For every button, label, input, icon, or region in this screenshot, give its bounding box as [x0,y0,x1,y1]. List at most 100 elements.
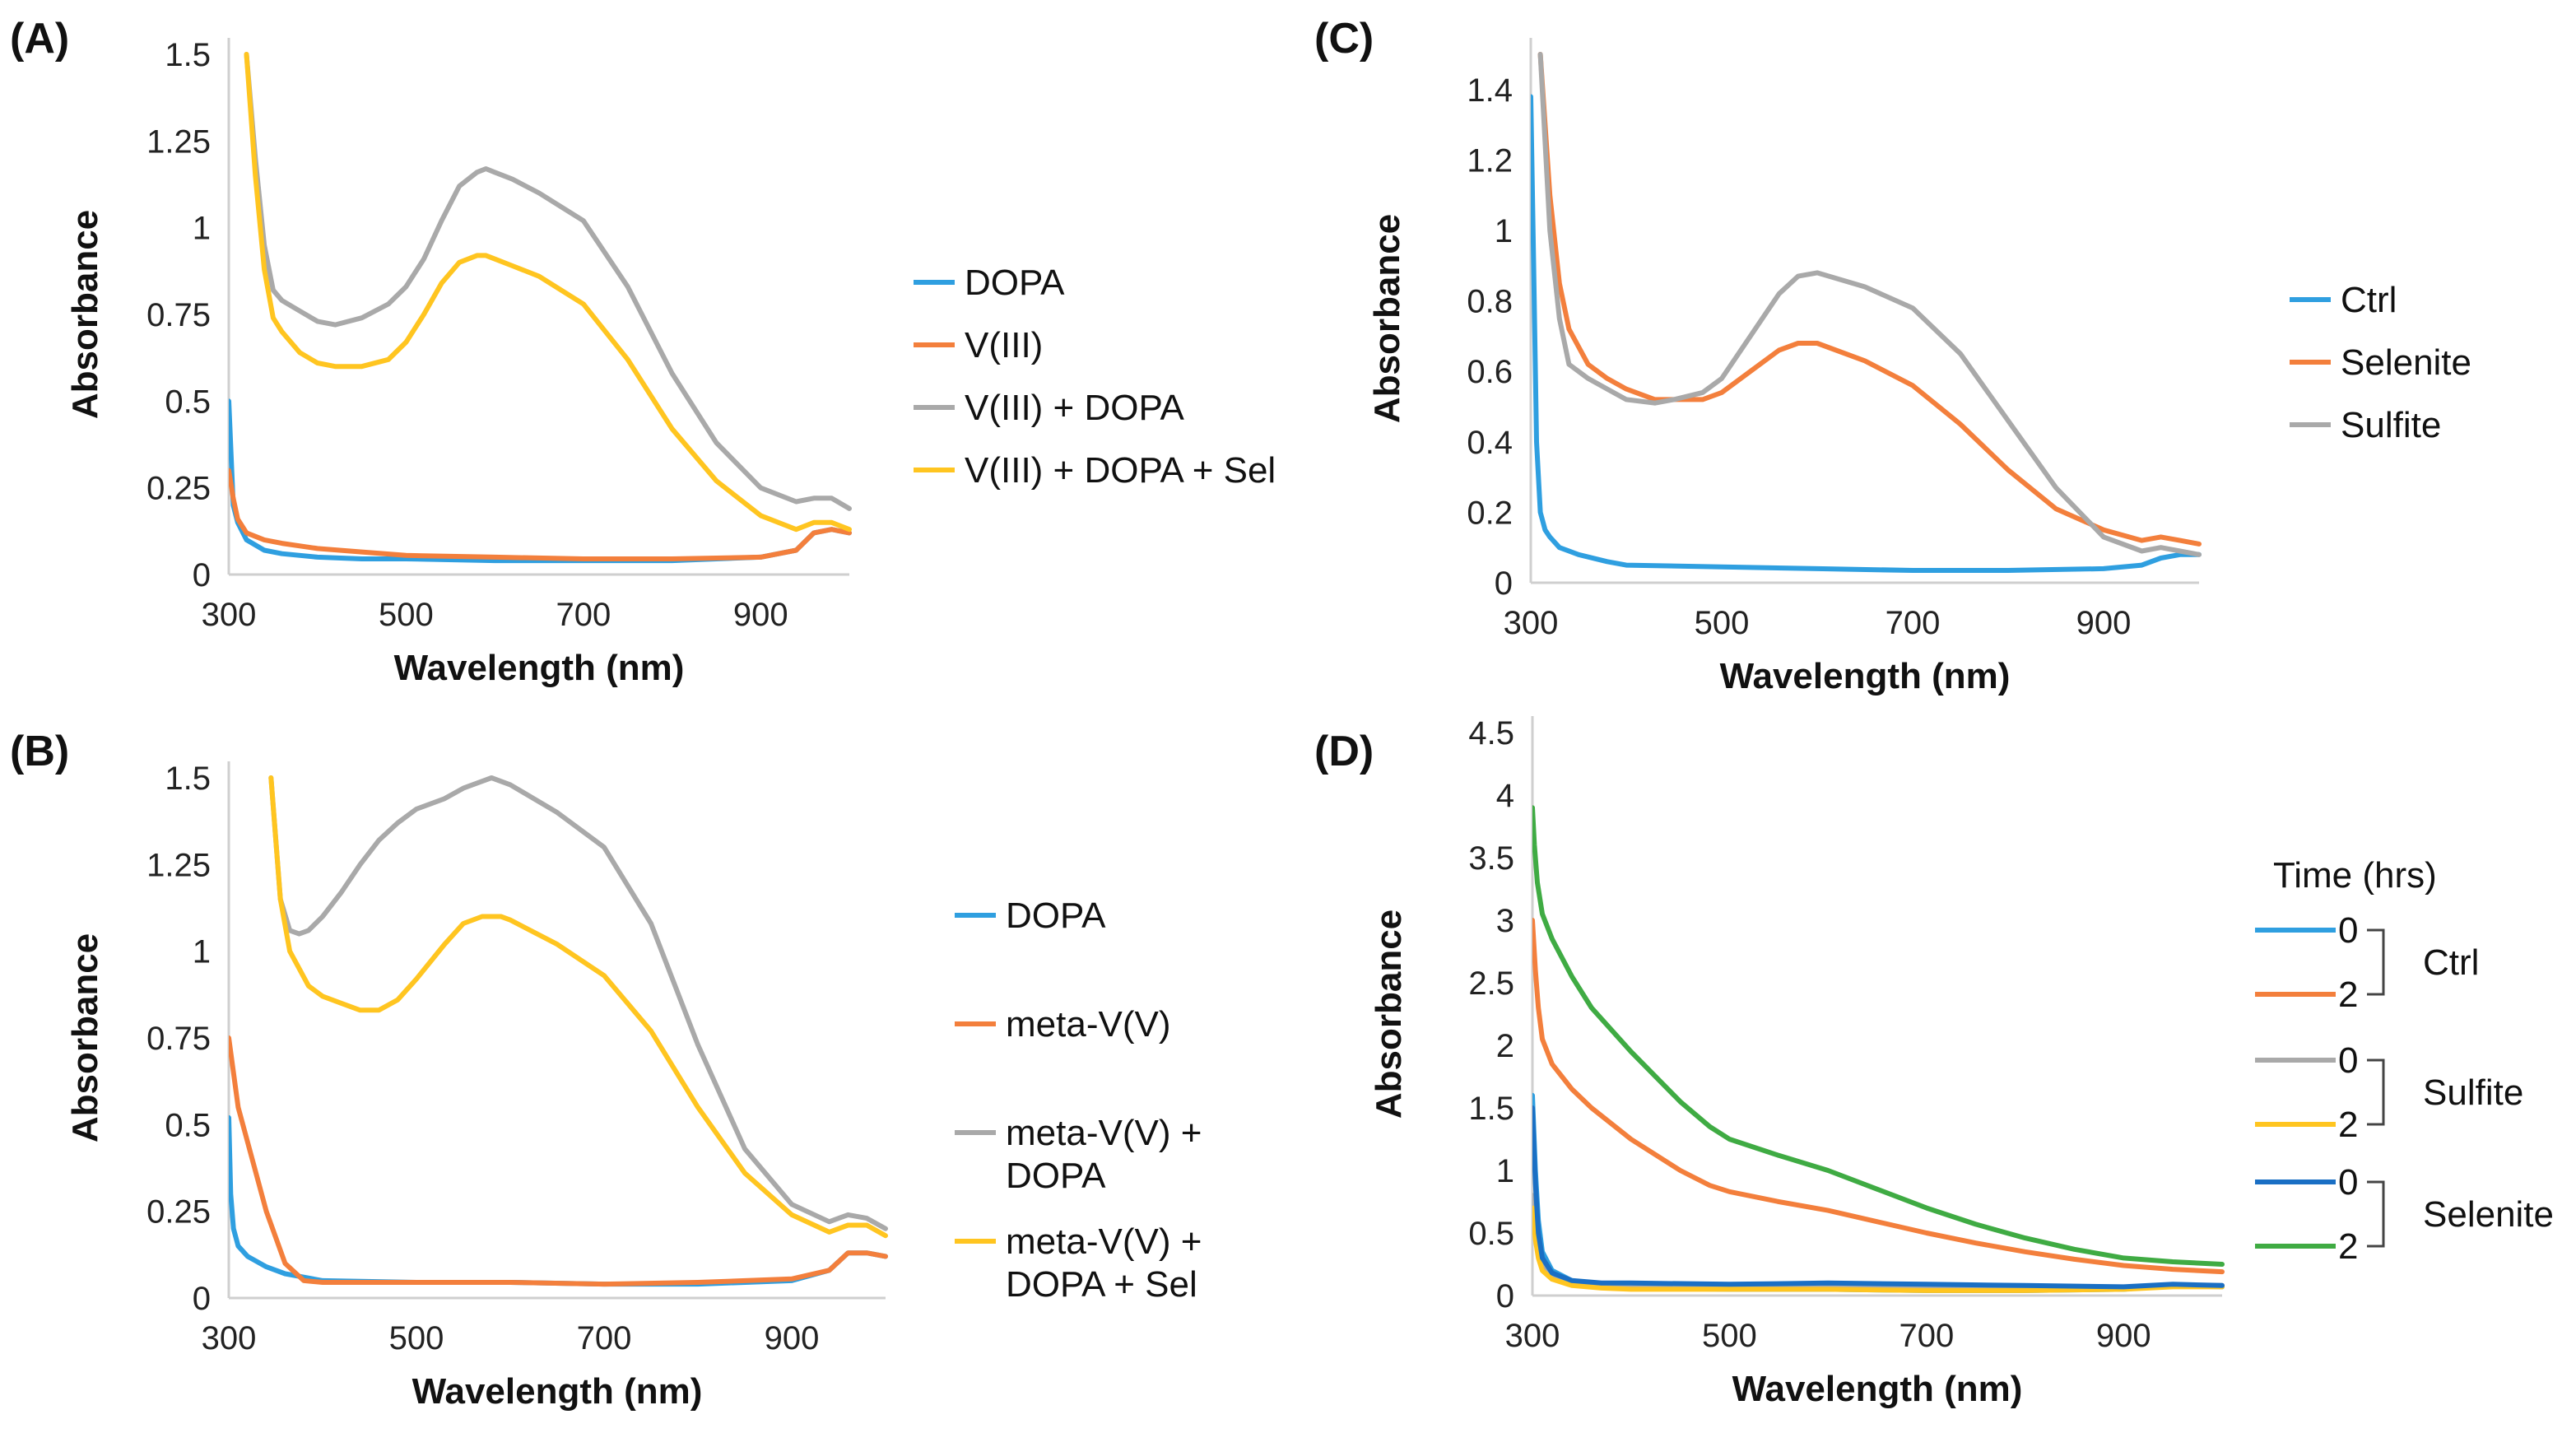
legend-label: Ctrl [2341,280,2397,320]
legend-label: V(III) [965,325,1043,365]
series-line-meta-v-v-dopa-sel [268,775,888,1239]
x-tick-label: 900 [765,1320,820,1356]
x-tick-label: 300 [1505,1318,1560,1354]
legend-title: Time (hrs) [2273,855,2437,896]
panel-label: (C) [1314,15,1374,63]
panel-label: (A) [10,15,69,63]
series-line-selenite-0 [1532,1105,2225,1290]
legend-bracket [2367,1180,2385,1248]
y-tick-label: 1.5 [165,37,211,73]
y-tick-label: 4 [1496,778,1514,814]
y-tick-label: 3 [1496,903,1514,939]
legend-label: 2 [2338,1226,2358,1267]
x-tick-label: 300 [202,597,257,633]
legend-label: V(III) + DOPA [965,388,1185,428]
panel-a: (A) 0 0.25 0.5 0.75 1 1.25 1.5 300 500 700 900 Wavel… [10,15,1276,688]
legend-label: 0 [2338,1162,2358,1203]
series-line-ctrl-0 [1532,1092,2225,1293]
legend-label: meta-V(V) + DOPA [1006,1113,1202,1196]
legend-group-label: Selenite [2423,1194,2554,1235]
panel-c: (C) 0 0.2 0.4 0.6 0.8 1 1.2 1.4 300 500 700 900 Wavel… [1314,15,2471,696]
x-tick-label: 300 [1504,605,1559,641]
legend-label: 2 [2338,975,2358,1015]
legend-label: 0 [2338,910,2358,951]
x-tick-label: 700 [556,597,611,633]
y-axis-title: Absorbance [65,210,105,419]
series-line-selenite-2 [1532,805,2225,1267]
panel-d: (D) 0 0.5 1 1.5 2 2.5 3 3.5 4 4.5 300 500 700 900 Wavel… [1314,715,2554,1409]
y-tick-label: 1 [1496,1153,1514,1189]
y-tick-label: 1.2 [1467,142,1513,179]
legend-group-label: Ctrl [2423,942,2479,983]
y-tick-label: 2 [1496,1028,1514,1064]
x-axis-title: Wavelength (nm) [394,648,685,688]
y-tick-label: 4.5 [1468,715,1514,751]
y-tick-label: 1.5 [1468,1091,1514,1127]
series-line-selenite [1537,52,2202,547]
x-tick-label: 900 [2096,1318,2151,1354]
y-tick-label: 0 [193,557,211,593]
x-axis-title: Wavelength (nm) [412,1371,703,1412]
series-line-v-iii [229,468,852,561]
x-tick-label: 500 [389,1320,444,1356]
x-tick-label: 300 [202,1320,257,1356]
series-line-sulfite [1537,52,2202,557]
legend-bracket [2367,928,2385,996]
x-tick-label: 500 [1702,1318,1757,1354]
series-line-sulfite-2 [1532,1205,2225,1293]
y-tick-label: 1 [193,211,211,247]
x-tick-label: 500 [379,597,434,633]
x-tick-label: 700 [1899,1318,1954,1354]
y-tick-label: 1.25 [146,123,211,160]
x-tick-label: 900 [2076,605,2132,641]
legend-label: V(III) + DOPA + Sel [965,450,1276,491]
y-tick-label: 1.25 [146,847,211,883]
panel-label: (D) [1314,728,1374,775]
series-line-sulfite-0 [1532,1193,2225,1291]
y-tick-label: 0.6 [1467,354,1513,390]
panel-label: (B) [10,728,69,775]
y-tick-label: 1 [193,934,211,970]
y-axis-title: Absorbance [1369,910,1409,1119]
legend-label: 2 [2338,1105,2358,1145]
y-tick-label: 0.25 [146,1194,211,1231]
y-tick-label: 0 [193,1281,211,1317]
legend-label: meta-V(V) [1006,1004,1170,1045]
y-tick-label: 0.5 [165,1107,211,1143]
y-axis-title: Absorbance [65,933,105,1142]
y-tick-label: 0.5 [1468,1216,1514,1252]
legend-label: DOPA [1006,896,1106,936]
y-tick-label: 1 [1495,213,1513,249]
y-tick-label: 1.4 [1467,72,1513,109]
y-tick-label: 0.5 [165,384,211,420]
y-tick-label: 0.75 [146,297,211,333]
series-line-meta-v-v [229,1035,888,1287]
x-tick-label: 700 [577,1320,632,1356]
y-axis-title: Absorbance [1367,214,1407,423]
legend-group-label: Sulfite [2423,1072,2523,1113]
legend-label: meta-V(V) + DOPA + Sel [1006,1221,1202,1305]
x-axis-title: Wavelength (nm) [1732,1369,2023,1409]
legend-label: Sulfite [2341,405,2441,445]
legend-label: DOPA [965,263,1065,303]
x-tick-label: 900 [733,597,788,633]
y-tick-label: 0.25 [146,471,211,507]
y-tick-label: 3.5 [1468,840,1514,877]
y-tick-label: 0 [1495,565,1513,602]
y-tick-label: 2.5 [1468,965,1514,1002]
series-line-ctrl [1531,94,2202,573]
y-tick-label: 0.2 [1467,495,1513,531]
y-tick-label: 0.4 [1467,425,1513,461]
y-tick-label: 0.8 [1467,284,1513,320]
series-line-meta-v-v-dopa [268,775,888,1231]
x-tick-label: 500 [1695,605,1750,641]
y-tick-label: 1.5 [165,761,211,797]
y-tick-label: 0.75 [146,1021,211,1057]
legend-label: 0 [2338,1040,2358,1081]
series-line-v-iii-dopa [244,52,852,511]
legend-label: Selenite [2341,342,2471,383]
y-tick-label: 0 [1496,1278,1514,1314]
x-axis-title: Wavelength (nm) [1720,656,2011,696]
series-line-ctrl-2 [1532,918,2225,1275]
